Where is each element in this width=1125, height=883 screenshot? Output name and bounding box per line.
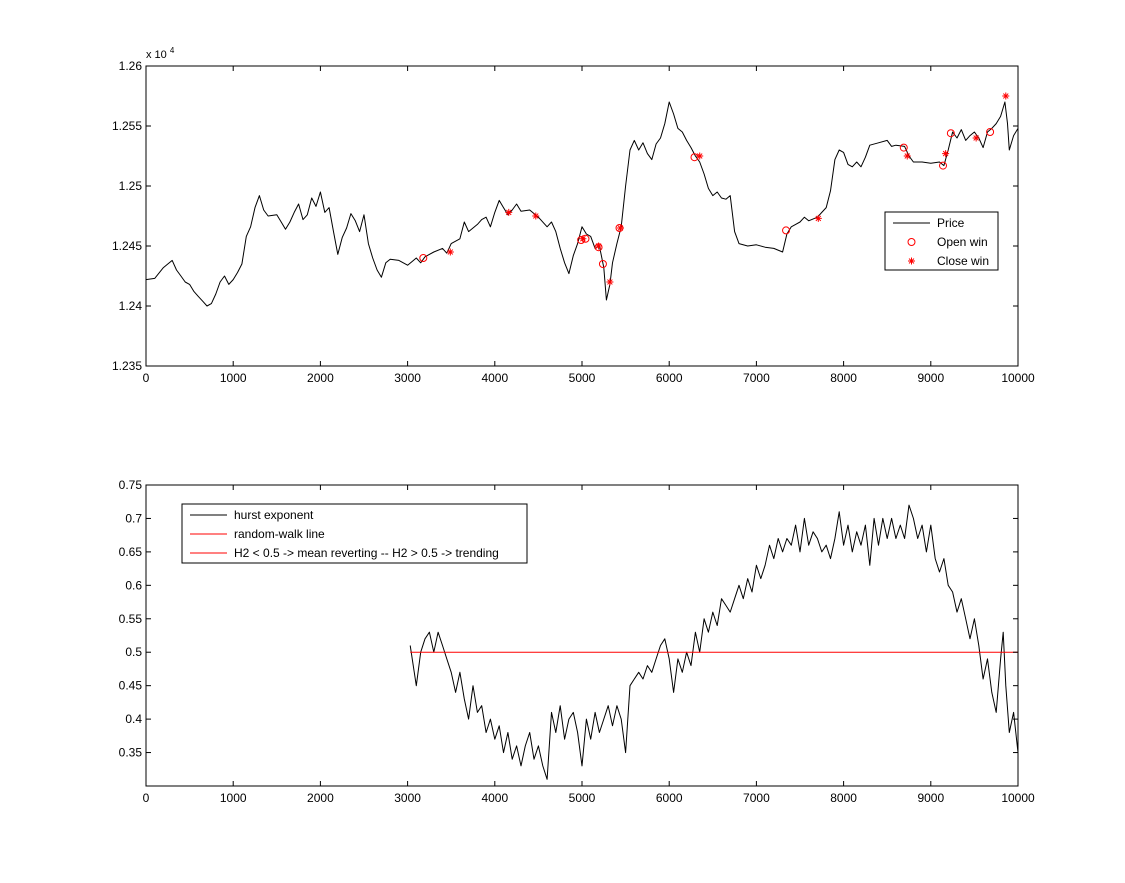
price-chart-axes [145,65,1019,367]
legend-swatch-close-win [908,257,915,265]
hurst-exponent-line [409,504,1019,780]
y-tick-label: 0.45 [119,679,143,693]
close-win-marker [532,212,540,220]
legend-label-open-win: Open win [937,235,988,249]
x-tick-label: 2000 [307,791,334,805]
legend-label-h2-0-5-mean-reverting-h2-0-5-trending: H2 < 0.5 -> mean reverting -- H2 > 0.5 -… [234,546,499,560]
hurst-chart-ticks: 0 1000 2000 3000 4000 5000 6000 7000 8000 9000 100… [119,478,1035,805]
open-win-marker [419,254,428,262]
y-tick-label: 1.235 [112,359,142,373]
x-tick-label: 6000 [656,791,683,805]
close-win-marker [814,214,822,222]
y-tick-label: 0.7 [125,511,142,525]
price-chart-ticks: 0 1000 2000 3000 4000 5000 6000 7000 8000 9000 100… [112,59,1035,385]
close-win-marker [616,224,624,232]
y-tick-label: 1.24 [119,299,143,313]
close-win-marker [505,208,513,216]
x-tick-label: 5000 [569,371,596,385]
close-win-marker [972,134,980,142]
y-tick-label: 1.245 [112,239,142,253]
hurst-chart-series [409,504,1019,780]
x-tick-label: 10000 [1001,371,1035,385]
close-win-marker [446,248,454,256]
hurst-chart-legend: hurst exponent random-walk line H2 < 0.5 -… [181,503,528,564]
x-tick-label: 4000 [481,371,508,385]
open-win-marker [598,260,607,268]
x-tick-label: 8000 [830,371,857,385]
y-exponent-base: x 10 [146,49,167,61]
y-tick-label: 0.35 [119,746,143,760]
x-tick-label: 6000 [656,371,683,385]
close-win-marker [579,235,587,243]
open-win-marker [986,128,995,136]
close-win-marker [942,150,950,158]
y-tick-label: 0.55 [119,612,143,626]
legend-label-close-win: Close win [937,254,989,268]
legend-label-hurst-exponent: hurst exponent [234,508,314,522]
y-tick-label: 0.65 [119,545,143,559]
x-tick-label: 9000 [917,791,944,805]
x-tick-label: 0 [143,371,150,385]
legend-label-random-walk-line: random-walk line [234,527,325,541]
close-win-marker [903,152,911,160]
close-win-marker [595,242,603,250]
x-tick-label: 9000 [917,371,944,385]
price-chart-y-exponent: x 10 4 [146,46,175,61]
legend-box [181,503,528,564]
price-chart-legend: Price Open win Close win [884,211,999,271]
y-exponent-power: 4 [170,46,175,55]
price-line [145,101,1019,307]
open-win-marker [946,129,955,138]
open-win-marker [899,143,908,152]
y-tick-label: 0.6 [125,578,142,592]
y-tick-label: 0.5 [125,645,142,659]
hurst-chart: 0 1000 2000 3000 4000 5000 6000 7000 8000 9000 100… [119,478,1035,805]
close-win-marker [606,278,614,286]
price-chart-series [145,92,1019,307]
x-tick-label: 7000 [743,371,770,385]
x-tick-label: 3000 [394,371,421,385]
y-tick-label: 0.75 [119,478,143,492]
y-tick-label: 1.255 [112,119,142,133]
x-tick-label: 8000 [830,791,857,805]
close-win-marker [1002,92,1010,100]
legend-box [884,211,999,271]
y-tick-label: 1.26 [119,59,143,73]
legend-swatch-open-win [907,238,916,246]
y-tick-label: 0.4 [125,712,142,726]
y-tick-label: 1.25 [119,179,143,193]
x-tick-label: 1000 [220,371,247,385]
x-tick-label: 1000 [220,791,247,805]
x-tick-label: 3000 [394,791,421,805]
x-tick-label: 4000 [481,791,508,805]
close-win-marker [696,152,704,160]
open-win-marker [939,161,948,170]
x-tick-label: 7000 [743,791,770,805]
price-chart: 0 1000 2000 3000 4000 5000 6000 7000 8000 9000 100… [112,46,1035,385]
x-tick-label: 0 [143,791,150,805]
x-tick-label: 10000 [1001,791,1035,805]
x-tick-label: 5000 [569,791,596,805]
x-tick-label: 2000 [307,371,334,385]
open-win-marker [782,226,791,235]
legend-label-price: Price [937,216,965,230]
